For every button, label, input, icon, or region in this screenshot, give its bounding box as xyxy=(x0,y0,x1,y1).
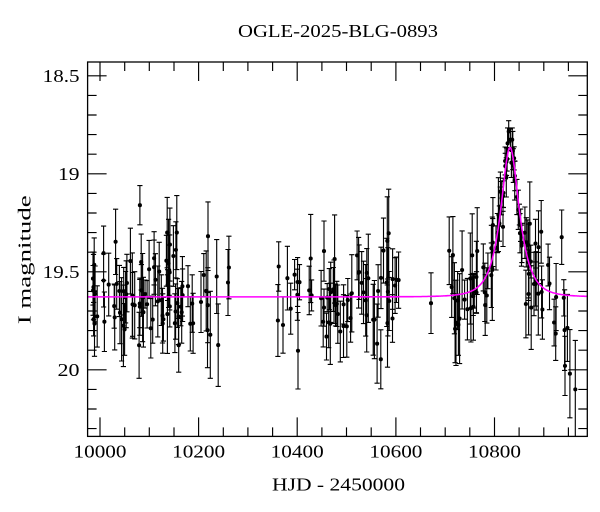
svg-text:10000: 10000 xyxy=(74,441,127,461)
svg-text:10200: 10200 xyxy=(172,441,225,461)
svg-text:10600: 10600 xyxy=(369,441,422,461)
svg-text:10800: 10800 xyxy=(468,441,521,461)
svg-text:10400: 10400 xyxy=(271,441,324,461)
svg-text:I magnitude: I magnitude xyxy=(15,195,35,324)
svg-text:HJD - 2450000: HJD - 2450000 xyxy=(272,474,405,494)
svg-text:19: 19 xyxy=(58,164,80,184)
svg-text:OGLE-2025-BLG-0893: OGLE-2025-BLG-0893 xyxy=(238,21,438,41)
svg-text:18.5: 18.5 xyxy=(43,66,80,86)
svg-text:20: 20 xyxy=(58,360,80,380)
svg-text:19.5: 19.5 xyxy=(43,262,80,282)
